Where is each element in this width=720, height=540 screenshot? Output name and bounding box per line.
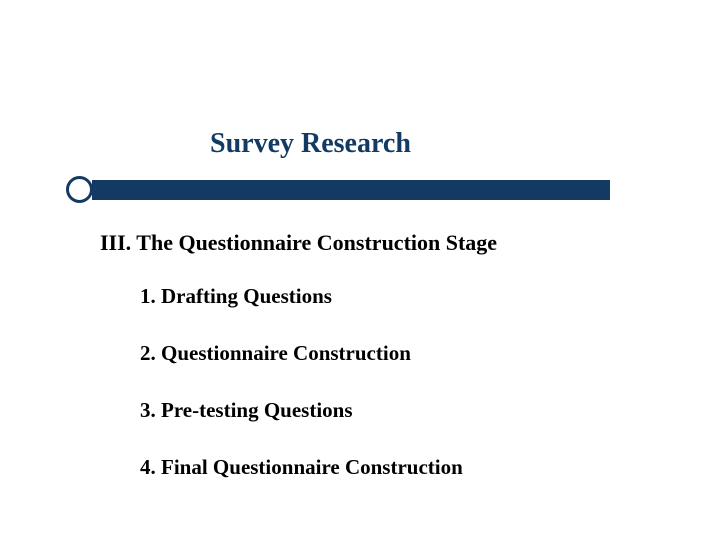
list-item: 2. Questionnaire Construction — [140, 341, 463, 366]
list-item: 3. Pre-testing Questions — [140, 398, 463, 423]
outline-list: 1. Drafting Questions 2. Questionnaire C… — [140, 284, 463, 512]
list-item: 4. Final Questionnaire Construction — [140, 455, 463, 480]
title-divider — [50, 176, 610, 204]
list-item: 1. Drafting Questions — [140, 284, 463, 309]
slide-title: Survey Research — [210, 128, 411, 160]
divider-dot-icon — [66, 176, 93, 203]
slide: Survey Research III. The Questionnaire C… — [0, 0, 720, 540]
divider-bar — [92, 180, 610, 200]
section-heading: III. The Questionnaire Construction Stag… — [100, 230, 497, 256]
